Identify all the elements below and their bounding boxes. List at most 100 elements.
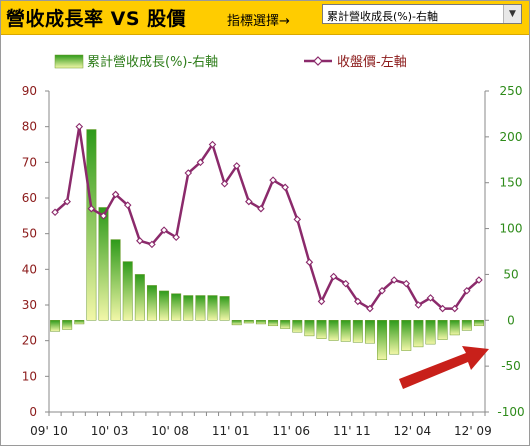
- left-axis-tick-label: 70: [22, 155, 37, 169]
- x-axis-tick-label: 11' 01: [212, 424, 250, 438]
- x-axis-tick-label: 11' 11: [333, 424, 371, 438]
- left-axis-tick-label: 30: [22, 298, 37, 312]
- price-point: [414, 301, 423, 309]
- price-point: [317, 297, 326, 306]
- indicator-select-value: 累計營收成長(%)-右軸: [327, 10, 439, 23]
- legend-line-label: 收盤價-左軸: [337, 55, 407, 70]
- price-point: [148, 240, 156, 249]
- growth-bar: [292, 320, 303, 333]
- x-axis-tick-label: 10' 03: [91, 424, 129, 438]
- growth-bar: [316, 320, 327, 339]
- x-axis-tick-label: 12' 04: [394, 424, 432, 438]
- growth-bar: [219, 296, 230, 321]
- chart-svg: 累計營收成長(%)-右軸 收盤價-左軸 0102030405060708090 …: [22, 54, 525, 438]
- chevron-down-icon[interactable]: ▼: [503, 5, 521, 23]
- legend-bar-swatch: [54, 54, 84, 69]
- growth-bar: [377, 320, 388, 360]
- price-point: [378, 286, 386, 295]
- left-axis-tick-label: 80: [22, 120, 37, 134]
- price-point: [354, 297, 362, 306]
- price-point: [232, 162, 241, 170]
- header-bar: 營收成長率 VS 股價 指標選擇→ 累計營收成長(%)-右軸 ▼: [1, 1, 529, 35]
- growth-bar: [110, 239, 121, 321]
- price-point: [402, 279, 411, 288]
- price-point: [220, 179, 229, 188]
- left-axis-tick-label: 10: [22, 369, 37, 383]
- growth-bar: [146, 285, 157, 321]
- x-axis: 09' 10 10' 03 10' 08 11' 01 11' 06 11' 11 12' …: [30, 411, 492, 438]
- price-point: [111, 190, 120, 199]
- right-axis-tick-label: 200: [500, 130, 523, 144]
- growth-bar: [86, 129, 97, 321]
- chart-legend: 累計營收成長(%)-右軸 收盤價-左軸: [54, 54, 407, 70]
- growth-bar: [171, 293, 182, 321]
- left-axis: 0 10 20 30 40 50 60 70 80 90: [22, 84, 50, 419]
- price-point: [75, 122, 84, 131]
- right-axis-tick-label: 150: [500, 176, 523, 190]
- right-axis-tick-label: -50: [501, 359, 521, 373]
- growth-bar: [74, 320, 85, 325]
- x-axis-tick-label: 11' 06: [272, 424, 310, 438]
- growth-bar: [50, 320, 61, 332]
- price-point: [366, 304, 374, 313]
- left-axis-tick-label: 0: [29, 405, 37, 419]
- price-point: [281, 183, 289, 192]
- right-axis: -100 -50 0 50 100 150 200 250: [484, 84, 525, 419]
- price-point: [99, 212, 108, 220]
- page-title: 營收成長率 VS 股價: [6, 8, 187, 30]
- left-axis-tick-label: 20: [22, 334, 37, 348]
- price-point: [123, 201, 132, 209]
- right-axis-tick-label: 0: [507, 313, 515, 327]
- price-point: [463, 286, 471, 295]
- price-point: [269, 176, 277, 184]
- growth-bar: [231, 320, 242, 326]
- growth-bar: [425, 320, 436, 345]
- price-point: [208, 140, 217, 149]
- growth-bar: [195, 295, 206, 321]
- price-point: [172, 233, 180, 242]
- growth-bar: [401, 320, 412, 351]
- growth-bar: [243, 320, 254, 324]
- price-point: [160, 226, 168, 234]
- price-point: [426, 294, 435, 302]
- price-line-series: [51, 122, 483, 313]
- growth-bar: [449, 320, 460, 336]
- growth-bar: [304, 320, 315, 337]
- price-point: [305, 258, 314, 266]
- arrow-icon: [399, 346, 489, 389]
- right-axis-tick-label: 50: [503, 267, 518, 281]
- growth-bar: [389, 320, 400, 355]
- price-point: [390, 276, 398, 284]
- growth-bar: [461, 320, 472, 331]
- x-axis-tick-label: 10' 08: [151, 424, 189, 438]
- growth-bar: [98, 207, 109, 321]
- growth-bar: [62, 320, 73, 330]
- right-axis-tick-label: 100: [500, 222, 523, 236]
- growth-bar: [340, 320, 351, 342]
- price-point: [450, 304, 459, 313]
- growth-bar: [159, 290, 170, 321]
- left-axis-tick-label: 60: [22, 191, 37, 205]
- price-point: [196, 158, 205, 167]
- x-axis-tick-label: 09' 10: [30, 424, 68, 438]
- price-point: [257, 204, 265, 213]
- growth-bar: [280, 320, 291, 329]
- left-axis-tick-label: 90: [22, 84, 37, 98]
- price-line: [54, 125, 480, 310]
- price-point: [87, 204, 96, 213]
- growth-bar: [437, 320, 448, 340]
- growth-bar: [473, 320, 484, 327]
- growth-bar: [328, 320, 339, 341]
- growth-bar: [413, 320, 424, 348]
- left-axis-tick-label: 50: [22, 227, 37, 241]
- growth-bar: [183, 295, 194, 321]
- price-point: [63, 197, 71, 206]
- price-point: [245, 197, 253, 206]
- indicator-select[interactable]: 累計營收成長(%)-右軸 ▼: [322, 4, 522, 24]
- price-point: [341, 279, 350, 288]
- x-axis-tick-label: 12' 09: [454, 424, 492, 438]
- legend-line-marker: [313, 56, 323, 66]
- growth-bar: [364, 320, 375, 344]
- growth-bar: [268, 320, 279, 327]
- price-point: [475, 276, 483, 284]
